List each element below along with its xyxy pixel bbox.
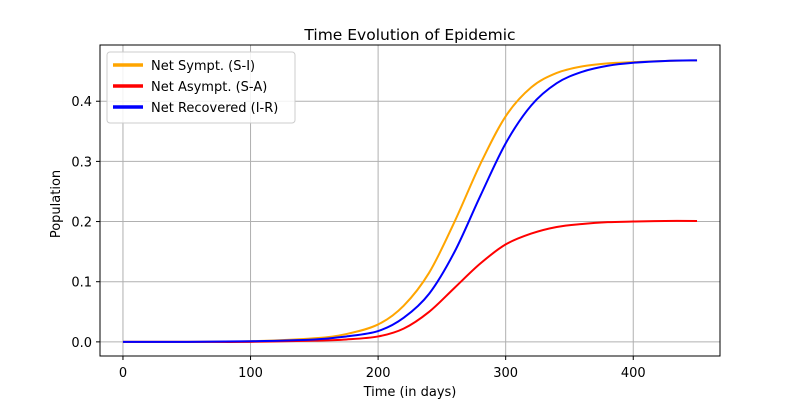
series-line-1 bbox=[122, 59, 698, 343]
legend-label: Net Asympt. (S-A) bbox=[151, 80, 267, 95]
legend: Net Sympt. (S-I) Net Asympt. (S-A) Net Rec… bbox=[106, 51, 296, 124]
plot-frame bbox=[99, 44, 721, 357]
y-tick-label: 0.3 bbox=[71, 155, 92, 170]
legend-box bbox=[106, 51, 296, 124]
x-axis-label: Time (in days) bbox=[363, 385, 457, 400]
y-tick-label: 0.1 bbox=[71, 276, 92, 291]
grid bbox=[100, 45, 720, 356]
x-tick-label: 300 bbox=[493, 366, 518, 381]
x-tick-label: 200 bbox=[366, 366, 391, 381]
y-tick-label: 0.2 bbox=[71, 216, 92, 231]
legend-label: Net Recovered (I-R) bbox=[151, 101, 278, 116]
y-axis-label: Population bbox=[49, 170, 64, 238]
y-axis-ticks: 0.0 0.1 0.2 0.3 0.4 bbox=[71, 95, 100, 351]
series-lines bbox=[122, 59, 698, 343]
legend-label: Net Sympt. (S-I) bbox=[151, 59, 255, 74]
series-line-3 bbox=[122, 59, 698, 343]
x-axis-ticks: 0 100 200 300 400 bbox=[119, 356, 646, 381]
chart-title: Time Evolution of Epidemic bbox=[303, 26, 515, 44]
x-tick-label: 100 bbox=[238, 366, 263, 381]
series-line-2 bbox=[122, 219, 698, 343]
x-tick-label: 0 bbox=[119, 366, 127, 381]
x-tick-label: 400 bbox=[621, 366, 646, 381]
y-tick-label: 0.4 bbox=[71, 95, 92, 110]
y-tick-label: 0.0 bbox=[71, 336, 92, 351]
